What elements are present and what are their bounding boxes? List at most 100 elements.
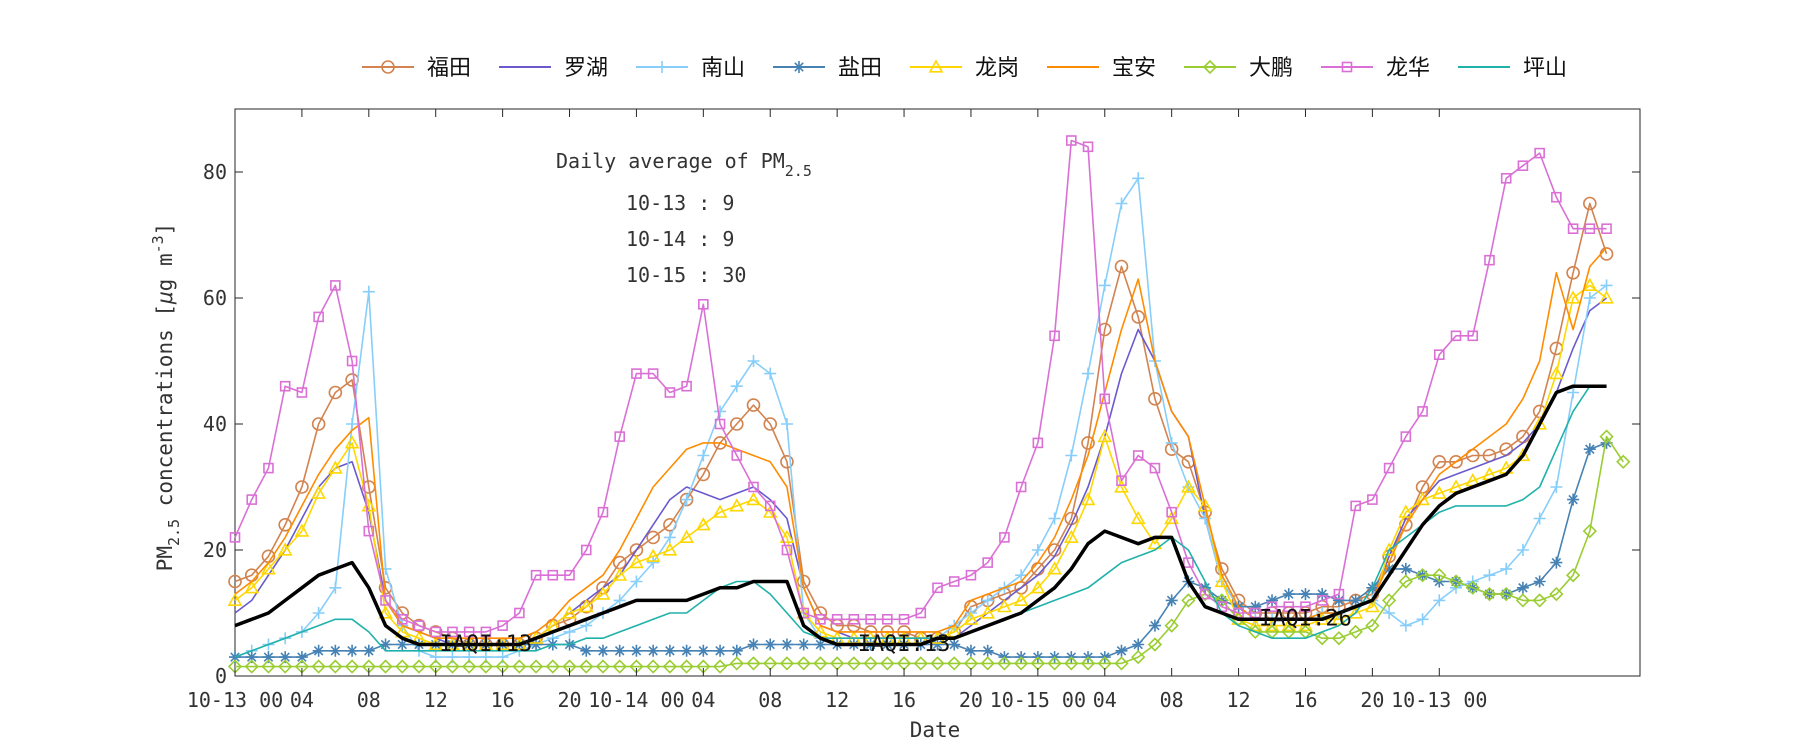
data-point [982,557,993,568]
data-point [730,380,743,393]
data-point [1115,644,1128,657]
data-point [1032,437,1044,449]
data-point [1381,593,1397,608]
data-point [1114,259,1129,274]
data-point [1147,536,1163,550]
data-point [330,280,341,291]
x-tick-label: 20 [557,688,581,712]
data-point [1583,443,1596,456]
series-龙华 [229,135,1612,638]
series-宝安 [234,247,1608,640]
data-point [1266,594,1279,607]
legend-item: 大鹏 [1184,56,1293,81]
data-point [1398,574,1413,589]
data-point [1499,586,1514,602]
data-point [327,460,343,474]
data-point [1415,568,1430,583]
series-line [234,202,1608,646]
series-大鹏 [227,429,1631,674]
legend-item: 龙华 [1321,56,1430,81]
data-point [1013,656,1029,671]
data-point [1500,173,1512,184]
data-point [547,569,559,581]
legend-label: 龙华 [1386,56,1430,81]
data-point [1082,367,1095,380]
data-point [947,656,962,671]
data-point [1365,599,1380,613]
data-point [1465,580,1480,595]
data-point [997,599,1012,613]
data-point [1399,562,1412,575]
data-point [413,620,425,631]
data-point [1202,59,1218,75]
data-point [999,532,1010,543]
data-point [1181,593,1196,608]
data-point [1165,594,1178,607]
series-line [234,247,1608,640]
data-point [1533,512,1546,525]
data-point [1266,601,1278,613]
data-point [1582,277,1598,291]
data-point [1132,638,1145,651]
data-point [779,656,795,671]
data-point [447,626,458,638]
data-point [1015,569,1028,582]
legend-label: 罗湖 [564,56,608,81]
data-point [698,298,709,310]
data-point [1282,588,1295,601]
data-point [930,656,945,671]
series-line [234,284,1608,646]
data-point [630,575,643,588]
data-point [1448,574,1464,589]
data-point [980,656,995,671]
y-tick-label: 0 [215,664,227,688]
data-point [680,493,693,506]
x-tick-label: 08 [758,688,782,712]
data-point [1331,611,1347,625]
legend-label: 坪山 [1523,56,1567,81]
data-point [664,387,676,398]
iaqi-label: IAQI:13 [440,632,533,657]
data-point [848,613,860,625]
data-point [697,644,710,657]
data-point [246,494,258,505]
data-point [1331,631,1347,646]
data-point [1583,292,1596,304]
data-point [1281,617,1297,632]
data-point [580,544,592,556]
iaqi-label: IAQI:13 [858,632,951,657]
x-tick-label: 16 [892,688,916,712]
data-point [1534,147,1545,159]
data-point [779,529,795,543]
data-point [1114,479,1129,493]
data-point [1249,607,1261,619]
data-point [1115,197,1128,210]
data-point [1551,191,1562,203]
data-point [1049,330,1060,342]
data-point [965,569,977,581]
data-point [764,500,776,512]
data-point [362,644,375,657]
data-point [882,613,893,625]
x-axis-label: Date [910,718,961,742]
series-坪山 [234,385,1607,658]
data-point [631,368,642,379]
data-point [381,60,395,74]
data-point [1482,586,1497,602]
data-point [1341,61,1353,73]
data-point [311,659,326,674]
data-point [1298,617,1313,632]
data-point [730,644,743,657]
series-罗湖 [234,297,1608,646]
data-point [595,586,611,600]
annotation-line-1: 10-13 : 9 [626,191,734,215]
data-point [1349,594,1362,607]
data-point [497,620,508,631]
x-tick-label: 04 [691,688,715,712]
data-point [1065,449,1078,462]
data-point [1515,447,1531,462]
data-point [630,644,643,657]
legend-label: 盐田 [838,56,882,81]
data-point [1450,330,1462,342]
data-point [1015,481,1027,493]
